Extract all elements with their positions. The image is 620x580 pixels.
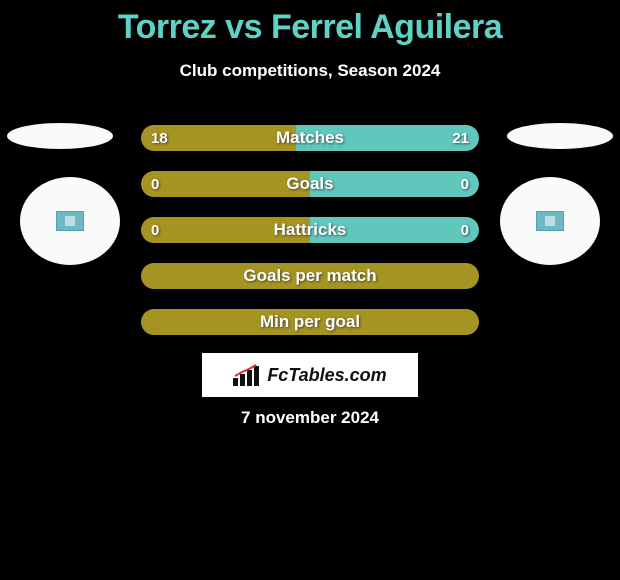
stat-bar: Goals per match (140, 262, 480, 290)
brand-box[interactable]: FcTables.com (202, 353, 418, 397)
player-left-avatar (20, 177, 120, 265)
subtitle: Club competitions, Season 2024 (0, 61, 620, 81)
comparison-bars: 1821Matches 00Goals 00Hattricks Goals per m… (140, 124, 480, 354)
stat-label: Goals (141, 171, 479, 197)
player-right-placeholder-icon (536, 211, 564, 231)
brand-chart-icon (233, 364, 261, 386)
player-right-avatar (500, 177, 600, 265)
stat-label: Min per goal (141, 309, 479, 335)
stat-label: Goals per match (141, 263, 479, 289)
player-left-placeholder-icon (56, 211, 84, 231)
stat-bar: 1821Matches (140, 124, 480, 152)
stat-bar: 00Hattricks (140, 216, 480, 244)
stat-bar: Min per goal (140, 308, 480, 336)
player-right-ellipse (507, 123, 613, 149)
stat-label: Hattricks (141, 217, 479, 243)
stat-label: Matches (141, 125, 479, 151)
brand-text: FcTables.com (267, 365, 386, 386)
page-title: Torrez vs Ferrel Aguilera (0, 0, 620, 47)
stat-bar: 00Goals (140, 170, 480, 198)
date-label: 7 november 2024 (0, 408, 620, 428)
player-left-ellipse (7, 123, 113, 149)
